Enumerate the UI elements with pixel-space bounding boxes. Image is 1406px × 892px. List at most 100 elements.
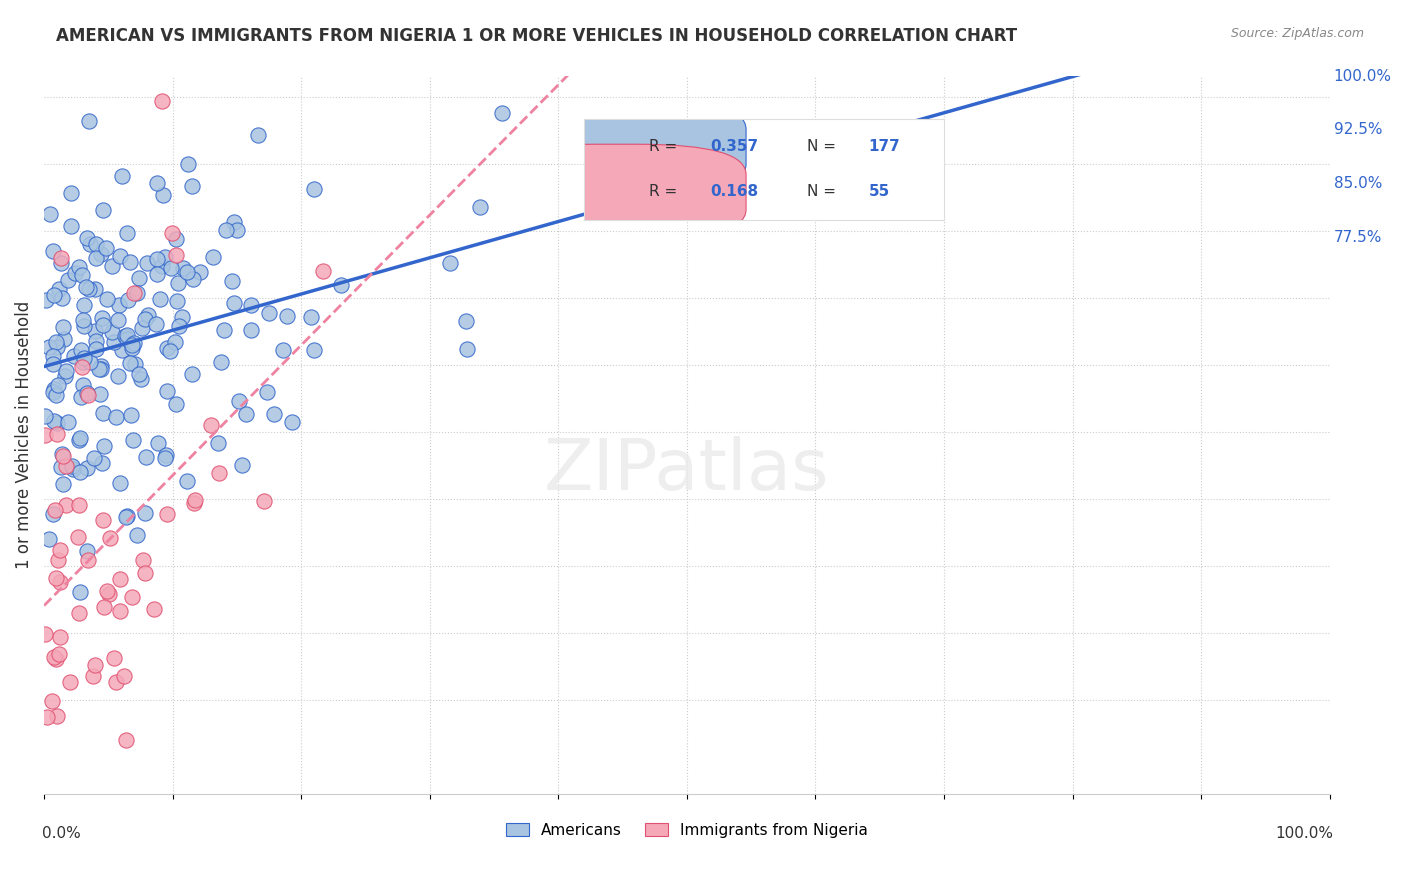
Point [83,657,105,672]
Y-axis label: 1 or more Vehicles in Household: 1 or more Vehicles in Household [15,301,32,569]
Point [111,343,134,357]
Point [67,260,90,274]
Point [120,408,142,422]
Point [212,323,235,337]
Point [134,506,156,520]
Point [73,319,96,334]
Point [86,334,108,349]
Point [48,630,70,644]
Text: 85.0%: 85.0% [1333,177,1382,191]
Point [72,298,94,312]
Point [73,351,96,365]
Point [56,273,79,287]
Point [155,508,177,522]
Point [70,343,93,357]
Point [34,428,56,442]
Point [121,341,143,355]
Point [70,359,93,374]
Point [150,94,173,108]
Point [51,251,73,265]
Point [52,332,75,346]
Point [90,311,112,326]
Point [86,236,108,251]
Point [239,323,262,337]
Point [108,604,131,618]
Point [111,169,134,183]
Point [114,329,136,343]
Point [53,368,76,383]
Point [104,675,127,690]
Point [222,215,245,229]
Point [45,652,67,666]
Point [98,531,121,545]
Point [299,310,322,325]
Point [163,334,186,349]
Point [145,176,167,190]
Point [67,498,90,512]
Point [45,708,67,723]
Point [167,319,190,334]
Point [160,261,183,276]
Point [51,291,73,305]
Point [153,451,176,466]
Point [115,327,138,342]
Point [188,264,211,278]
Point [142,601,165,615]
Point [181,179,204,194]
Point [124,357,146,371]
Point [134,566,156,580]
Point [165,232,187,246]
Point [456,343,478,357]
Point [44,288,66,302]
Point [70,391,93,405]
Point [72,355,94,369]
Point [90,359,112,374]
Point [115,509,138,524]
Point [44,840,66,855]
Point [312,264,335,278]
Point [42,649,65,664]
Point [46,553,69,567]
Point [76,461,98,475]
Point [70,268,93,282]
Point [69,585,91,599]
Point [235,407,257,421]
Point [104,410,127,425]
Point [77,282,100,296]
Text: 100.0%: 100.0% [1275,826,1333,841]
Point [86,343,108,357]
Point [247,128,270,143]
Point [160,226,183,240]
Point [156,341,179,355]
Point [48,282,70,296]
Point [83,451,105,466]
Point [256,384,278,399]
Point [145,268,167,282]
Point [37,709,59,723]
Point [41,384,63,399]
Point [55,498,77,512]
Text: 92.5%: 92.5% [1333,122,1382,137]
Point [145,317,167,331]
Point [44,414,66,428]
Point [41,694,63,708]
Point [84,252,107,266]
Point [103,334,125,349]
Point [302,343,325,358]
Point [129,372,152,386]
Point [167,276,190,290]
Point [44,503,66,517]
Point [221,274,243,288]
Point [257,306,280,320]
Point [62,458,84,473]
Point [215,223,238,237]
Text: 0.0%: 0.0% [42,826,80,841]
Point [41,349,63,363]
Text: AMERICAN VS IMMIGRANTS FROM NIGERIA 1 OR MORE VEHICLES IN HOUSEHOLD CORRELATION : AMERICAN VS IMMIGRANTS FROM NIGERIA 1 OR… [56,27,1018,45]
Point [132,552,155,566]
Point [46,416,69,430]
Point [110,572,132,586]
Point [96,584,118,599]
Point [150,259,173,273]
Point [52,319,75,334]
